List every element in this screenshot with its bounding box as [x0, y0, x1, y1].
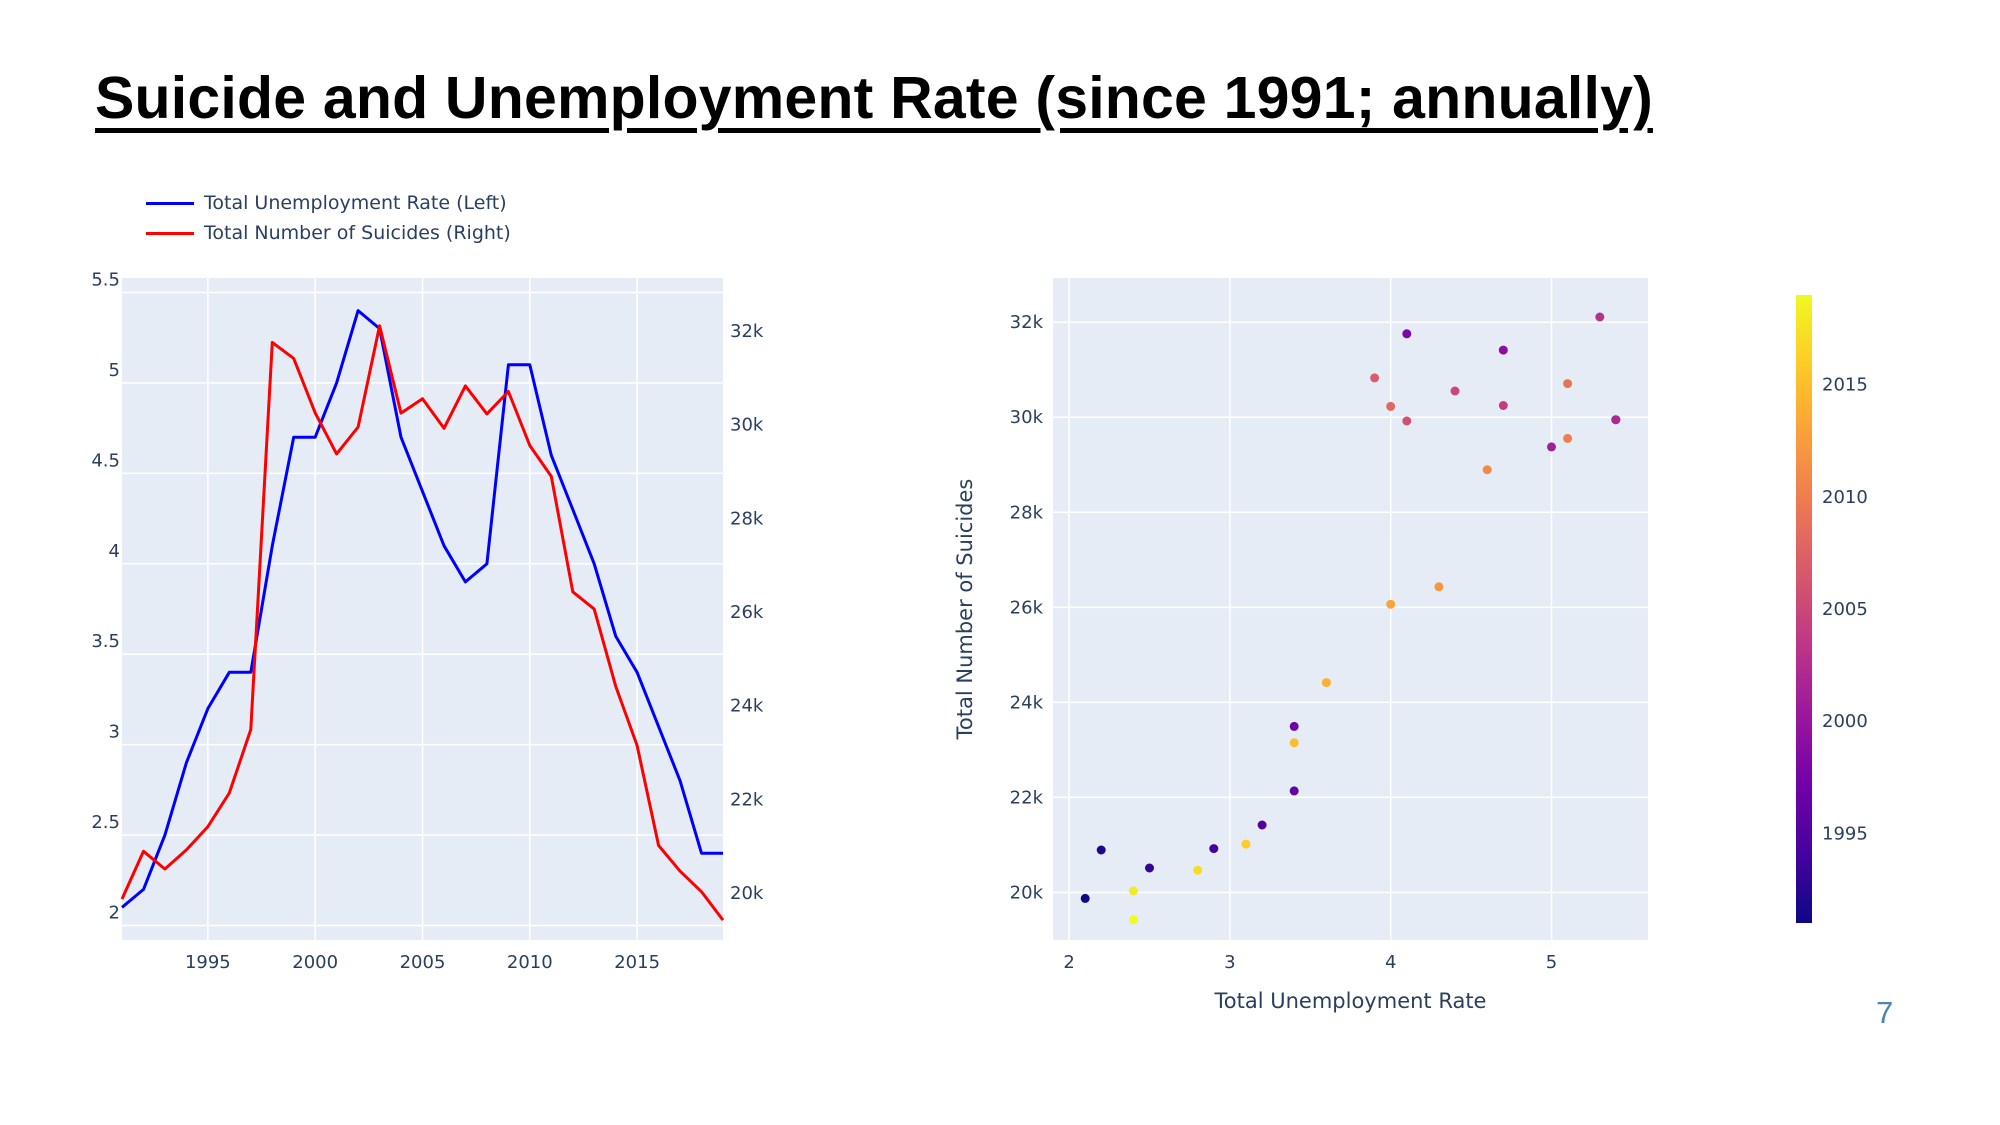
scatter-x-tick-label: 3 [1224, 952, 1235, 973]
scatter-point [1595, 312, 1605, 322]
scatter-point [1321, 678, 1331, 688]
line-y-left-tick-label: 5 [109, 360, 120, 381]
scatter-plot-area [1053, 278, 1648, 940]
scatter-point [1386, 599, 1396, 609]
unemployment-rate-line [121, 309, 723, 909]
scatter-point [1563, 433, 1573, 443]
colorbar-tick-label: 2010 [1822, 487, 1868, 508]
line-y-right-tick-label: 22k [730, 789, 764, 810]
scatter-point [1563, 379, 1573, 389]
scatter-point [1257, 820, 1267, 830]
line-y-right-tick-label: 20k [730, 883, 764, 904]
scatter-point [1241, 839, 1251, 849]
scatter-point [1128, 915, 1138, 925]
line-y-right-tick-label: 32k [730, 321, 764, 342]
suicides-count-line [120, 324, 725, 922]
legend-item-suicides[interactable]: Total Number of Suicides (Right) [146, 218, 511, 248]
line-x-tick-label: 2010 [507, 952, 553, 973]
line-y-right-tick-label: 28k [730, 508, 764, 529]
line-y-right-tick-label: 30k [730, 415, 764, 436]
line-x-tick-label: 2005 [400, 952, 446, 973]
line-y-left-tick-label: 2.5 [91, 812, 120, 833]
scatter-point [1209, 844, 1219, 854]
line-y-right-tick-label: 24k [730, 696, 764, 717]
scatter-x-tick-label: 4 [1385, 952, 1396, 973]
legend-swatch-unemployment [146, 201, 194, 205]
scatter-point [1193, 865, 1203, 875]
scatter-point [1145, 863, 1154, 873]
legend-item-unemployment[interactable]: Total Unemployment Rate (Left) [146, 188, 511, 218]
page-number: 7 [1876, 995, 1894, 1030]
line-y-right-tick-label: 26k [730, 602, 764, 623]
scatter-point [1611, 415, 1621, 425]
scatter-point [1402, 416, 1412, 426]
line-y-left-tick-label: 4.5 [91, 450, 120, 471]
colorbar: 2015 2010 2005 2000 1995 [1796, 295, 1868, 923]
colorbar-tick-label: 2005 [1822, 599, 1868, 620]
line-y-left-tick-label: 5.5 [91, 269, 120, 290]
scatter-point [1402, 329, 1412, 339]
scatter-point [1096, 845, 1106, 855]
scatter-point [1547, 442, 1556, 452]
scatter-y-tick-label: 32k [1010, 312, 1044, 333]
scatter-y-tick-label: 22k [1010, 787, 1044, 808]
legend-label-suicides: Total Number of Suicides (Right) [204, 222, 511, 244]
scatter-point [1482, 465, 1492, 475]
scatter-chart: 2 3 4 5 20k 22k 24k 26k 28k 30k 32k Total Unemploym… [953, 278, 1648, 1013]
scatter-y-axis-label: Total Number of Suicides [953, 479, 977, 741]
scatter-x-axis-label: Total Unemployment Rate [1214, 989, 1487, 1013]
line-y-left-tick-label: 3.5 [91, 631, 120, 652]
scatter-y-tick-label: 30k [1010, 407, 1044, 428]
scatter-y-tick-label: 26k [1010, 597, 1044, 618]
colorbar-gradient [1796, 295, 1812, 923]
scatter-y-tick-label: 24k [1010, 692, 1044, 713]
scatter-point [1370, 373, 1380, 383]
colorbar-tick-label: 1995 [1822, 823, 1868, 844]
scatter-point [1386, 401, 1396, 411]
scatter-point [1080, 893, 1090, 903]
scatter-point [1434, 582, 1444, 592]
colorbar-tick-label: 2015 [1822, 375, 1868, 396]
slide-title: Suicide and Unemployment Rate (since 199… [95, 65, 1653, 131]
line-x-tick-label: 1995 [185, 952, 231, 973]
scatter-point [1289, 738, 1299, 748]
line-chart: 1995 2000 2005 2010 2015 2 2.5 3 3.5 4 4.5 5 5.5 20k 2… [91, 269, 764, 973]
line-x-tick-label: 2015 [614, 952, 660, 973]
scatter-point [1128, 886, 1138, 896]
scatter-x-tick-label: 2 [1063, 952, 1074, 973]
scatter-y-tick-label: 28k [1010, 502, 1044, 523]
line-y-left-tick-label: 3 [109, 722, 120, 743]
scatter-y-tick-label: 20k [1010, 882, 1044, 903]
scatter-point [1498, 401, 1508, 410]
scatter-point [1289, 721, 1299, 731]
line-y-left-tick-label: 2 [109, 903, 120, 924]
line-y-left-tick-label: 4 [109, 541, 120, 562]
scatter-point [1450, 386, 1460, 396]
colorbar-tick-label: 2000 [1822, 711, 1868, 732]
chart-legend: Total Unemployment Rate (Left) Total Num… [146, 188, 511, 248]
scatter-point [1498, 345, 1508, 355]
legend-swatch-suicides [146, 231, 194, 235]
legend-label-unemployment: Total Unemployment Rate (Left) [204, 192, 507, 214]
scatter-x-tick-label: 5 [1546, 952, 1557, 973]
line-x-tick-label: 2000 [292, 952, 338, 973]
scatter-point [1289, 786, 1299, 796]
